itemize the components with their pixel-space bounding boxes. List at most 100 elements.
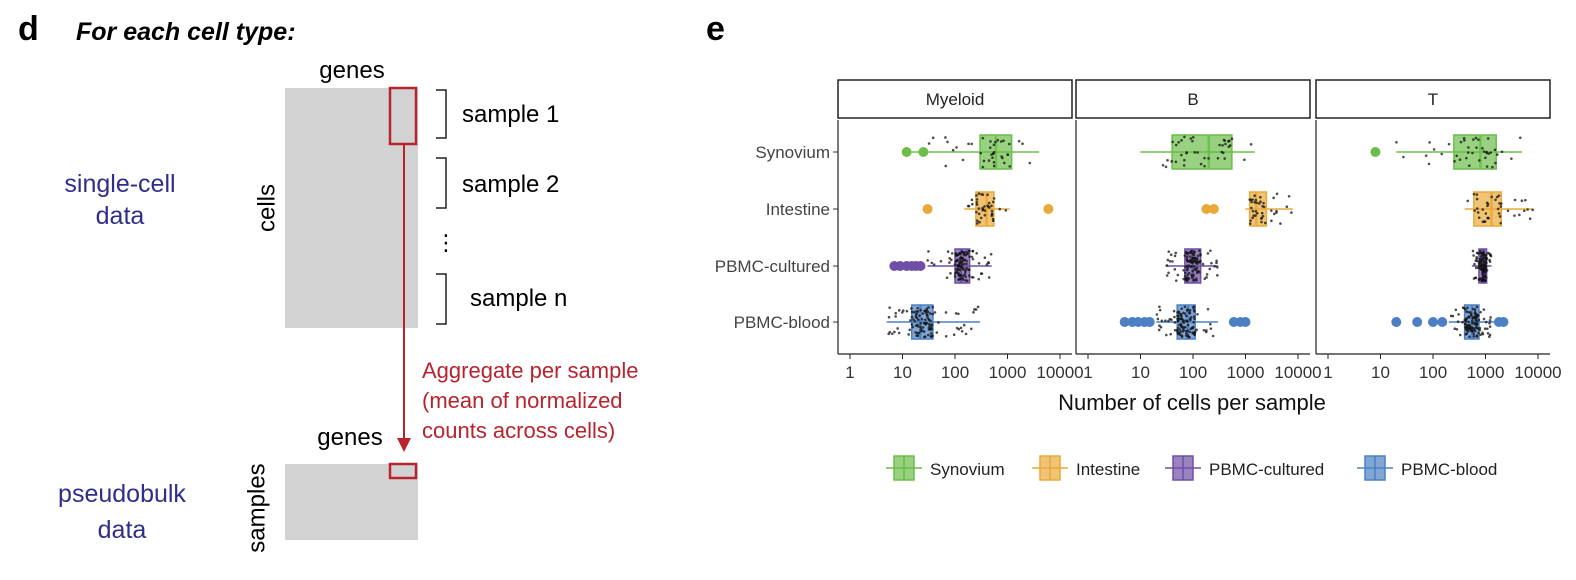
single-cell-label-2: data [96,202,145,230]
jitter-point [951,148,955,152]
jitter-point [975,200,979,204]
jitter-point [1167,250,1171,253]
jitter-point [919,308,922,312]
jitter-point [1171,140,1174,144]
jitter-point [1499,205,1503,208]
jitter-point [1482,150,1486,153]
sample-1-label: sample 1 [462,101,559,128]
jitter-point [920,317,924,321]
ellipsis: ⋮ [435,231,457,256]
jitter-point [1252,214,1255,217]
jitter-point [1183,135,1186,139]
jitter-point [1250,200,1253,204]
jitter-point [961,158,965,162]
jitter-point [958,252,962,256]
jitter-point [927,325,931,329]
jitter-point [1483,269,1487,272]
jitter-point [1473,321,1476,325]
jitter-point [1183,158,1186,162]
jitter-point [1275,192,1279,196]
jitter-point [1475,207,1479,210]
jitter-point [1210,261,1213,265]
jitter-point [926,259,929,262]
jitter-point [1513,214,1516,217]
jitter-point [926,333,930,337]
jitter-point [968,255,971,258]
jitter-point [1489,316,1492,319]
jitter-point [1251,209,1255,213]
jitter-point [946,250,950,253]
jitter-point [987,276,991,279]
jitter-point [901,309,905,312]
outlier-point [1119,317,1130,327]
jitter-point [922,330,926,333]
pseudobulk-highlight-box [388,462,418,480]
jitter-point [1201,262,1205,266]
jitter-point [924,318,927,322]
jitter-point [1182,325,1186,329]
jitter-point [1158,305,1161,309]
jitter-point [1518,136,1522,140]
x-tick-label: 10 [1131,363,1150,382]
jitter-point [1260,217,1263,220]
jitter-point [1155,313,1159,316]
jitter-point [1190,251,1193,255]
jitter-point [1251,216,1254,220]
jitter-point [979,216,983,220]
jitter-point [1191,139,1194,143]
jitter-point [1180,317,1183,320]
jitter-point [1467,315,1470,319]
jitter-point [958,261,961,264]
jitter-point [1472,138,1475,141]
jitter-point [1188,311,1192,315]
jitter-point [1249,198,1252,202]
jitter-point [1164,319,1167,323]
jitter-point [1471,319,1474,323]
jitter-point [1487,252,1491,255]
jitter-point [983,205,986,208]
jitter-point [964,270,967,274]
jitter-point [935,331,939,334]
jitter-point [1424,154,1428,157]
outlier-point [1240,317,1251,327]
jitter-point [1461,320,1464,324]
jitter-point [915,310,918,313]
jitter-point [919,321,922,325]
outlier-point [1391,317,1402,327]
jitter-point [977,262,981,265]
jitter-point [1475,251,1479,255]
jitter-point [959,326,963,330]
jitter-point [907,333,910,336]
jitter-point [1290,211,1293,214]
jitter-point [1183,305,1187,309]
jitter-point [912,310,916,314]
jitter-point [972,311,975,314]
jitter-point [1186,273,1190,277]
jitter-point [1195,271,1199,275]
jitter-point [1196,151,1199,154]
jitter-point [1205,273,1209,276]
jitter-point [1205,276,1208,279]
jitter-point [1479,267,1482,271]
jitter-point [1261,214,1265,218]
jitter-point [962,259,965,263]
jitter-point [957,312,960,316]
jitter-point [1524,198,1527,202]
x-tick-label: 100 [1179,363,1207,382]
jitter-point [1454,308,1458,312]
jitter-point [1254,214,1257,217]
jitter-point [1188,335,1191,339]
jitter-point [1264,221,1267,225]
jitter-point [977,207,981,210]
aggregate-text-1: Aggregate per sample [422,358,638,383]
jitter-point [944,164,948,168]
jitter-point [1259,200,1262,203]
jitter-point [1177,140,1180,144]
jitter-point [1272,212,1276,216]
jitter-point [1473,209,1477,212]
jitter-point [968,274,971,277]
jitter-point [930,323,934,326]
jitter-point [1191,260,1195,264]
jitter-point [1191,325,1195,329]
jitter-point [1484,261,1488,264]
